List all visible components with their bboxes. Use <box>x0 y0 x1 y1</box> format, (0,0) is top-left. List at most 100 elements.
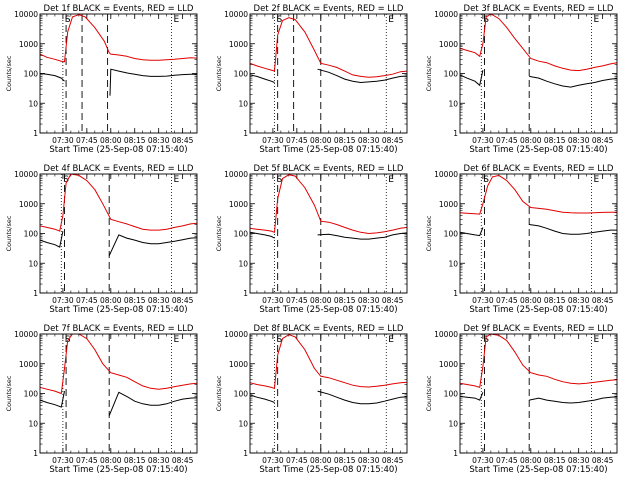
panel-title: Det 5f BLACK = Events, RED = LLD <box>254 164 404 174</box>
y-tick-label: 100 <box>24 230 39 239</box>
series-group <box>250 174 407 240</box>
series-group <box>250 17 407 84</box>
end-marker-label: E <box>173 15 179 25</box>
series-group <box>460 14 617 88</box>
x-tick-label: 07:45 <box>286 296 308 305</box>
panel-title: Det 9f BLACK = Events, RED = LLD <box>464 324 614 334</box>
plot-frame <box>39 333 198 454</box>
x-tick-label: 07:45 <box>286 456 308 465</box>
series-group <box>460 174 617 237</box>
x-tick-label: 08:45 <box>592 136 614 145</box>
x-tick-label: 08:15 <box>334 136 356 145</box>
y-tick-label: 1 <box>33 289 38 298</box>
x-tick-label: 08:00 <box>100 456 122 465</box>
x-axis-label: Start Time (25-Sep-08 07:15:40) <box>469 305 607 315</box>
detector-panel: Det 5f BLACK = Events, RED = LLD Counts/s… <box>215 164 408 315</box>
x-tick-label: 07:30 <box>472 456 494 465</box>
end-marker-label: E <box>593 175 599 185</box>
events-series-line <box>460 392 617 404</box>
x-axis-label: Start Time (25-Sep-08 07:15:40) <box>469 145 607 155</box>
x-tick-label: 08:45 <box>172 296 194 305</box>
y-tick-label: 1000 <box>439 360 458 369</box>
series-group <box>460 334 617 404</box>
lld-series-line <box>460 14 617 72</box>
y-tick-label: 1 <box>33 129 38 138</box>
lld-series-line <box>250 174 407 235</box>
plot-frame <box>459 333 618 454</box>
lld-series-line <box>40 174 197 232</box>
y-tick-label: 1 <box>243 289 248 298</box>
x-axis-label: Start Time (25-Sep-08 07:15:40) <box>259 305 397 315</box>
y-tick-label: 1000 <box>19 40 38 49</box>
plot-frame <box>249 173 408 294</box>
y-tick-label: 10 <box>448 259 458 268</box>
y-tick-label: 100 <box>234 390 249 399</box>
events-series-line <box>460 69 617 88</box>
end-marker-label: E <box>388 175 394 185</box>
x-tick-label: 08:30 <box>568 296 590 305</box>
x-tick-label: 07:30 <box>472 136 494 145</box>
y-tick-label: 10000 <box>434 170 458 179</box>
x-tick-label: 07:30 <box>262 296 284 305</box>
x-tick-label: 08:00 <box>310 456 332 465</box>
y-tick-label: 1000 <box>439 200 458 209</box>
end-marker-label: E <box>593 15 599 25</box>
plot-frame <box>459 13 618 134</box>
y-tick-label: 1000 <box>19 360 38 369</box>
start-marker-label: S <box>65 15 71 25</box>
end-marker-label: E <box>593 335 599 345</box>
y-tick-label: 1000 <box>229 200 248 209</box>
x-tick-label: 07:30 <box>472 296 494 305</box>
x-tick-label: 07:45 <box>76 456 98 465</box>
start-marker-label: S <box>483 335 489 345</box>
x-tick-label: 08:00 <box>100 296 122 305</box>
x-tick-label: 07:30 <box>52 456 74 465</box>
plot-frame <box>249 333 408 454</box>
y-tick-label: 100 <box>24 70 39 79</box>
x-tick-label: 08:15 <box>124 296 146 305</box>
x-tick-label: 08:00 <box>310 136 332 145</box>
y-tick-label: 10 <box>28 259 38 268</box>
x-axis-label: Start Time (25-Sep-08 07:15:40) <box>49 145 187 155</box>
x-tick-label: 08:00 <box>520 456 542 465</box>
y-tick-label: 100 <box>234 230 249 239</box>
x-axis-label: Start Time (25-Sep-08 07:15:40) <box>259 145 397 155</box>
start-marker-label: S <box>276 335 282 345</box>
events-series-line <box>250 390 407 405</box>
x-tick-label: 08:45 <box>592 456 614 465</box>
y-tick-label: 10000 <box>434 10 458 19</box>
detector-panel: Det 3f BLACK = Events, RED = LLD Counts/s… <box>425 4 618 155</box>
lld-series-line <box>40 334 197 395</box>
x-tick-label: 08:45 <box>172 456 194 465</box>
x-tick-label: 07:30 <box>262 136 284 145</box>
y-tick-label: 10 <box>28 419 38 428</box>
events-series-line <box>460 224 617 237</box>
x-tick-label: 08:30 <box>148 456 170 465</box>
x-tick-label: 08:45 <box>382 456 404 465</box>
y-tick-label: 10000 <box>224 330 248 339</box>
series-group <box>40 14 197 96</box>
x-tick-label: 07:45 <box>76 296 98 305</box>
x-tick-label: 07:45 <box>496 456 518 465</box>
y-tick-label: 1 <box>453 289 458 298</box>
x-tick-label: 08:15 <box>334 456 356 465</box>
y-tick-label: 10 <box>238 259 248 268</box>
series-group <box>250 334 407 405</box>
x-tick-label: 08:00 <box>100 136 122 145</box>
panel-title: Det 1f BLACK = Events, RED = LLD <box>44 4 194 14</box>
x-tick-label: 07:45 <box>76 136 98 145</box>
x-axis-label: Start Time (25-Sep-08 07:15:40) <box>259 465 397 475</box>
lld-series-line <box>40 14 197 63</box>
series-group <box>40 334 197 416</box>
x-tick-label: 08:30 <box>358 296 380 305</box>
end-marker-label: E <box>173 175 179 185</box>
detector-panel: Det 7f BLACK = Events, RED = LLD Counts/s… <box>5 324 198 475</box>
y-tick-label: 100 <box>444 390 459 399</box>
x-tick-label: 08:15 <box>124 136 146 145</box>
y-tick-label: 100 <box>234 70 249 79</box>
x-tick-label: 08:30 <box>568 136 590 145</box>
y-axis-label: Counts/sec <box>425 215 433 251</box>
detector-panel: Det 1f BLACK = Events, RED = LLD Counts/s… <box>5 4 198 155</box>
y-tick-label: 1 <box>243 129 248 138</box>
